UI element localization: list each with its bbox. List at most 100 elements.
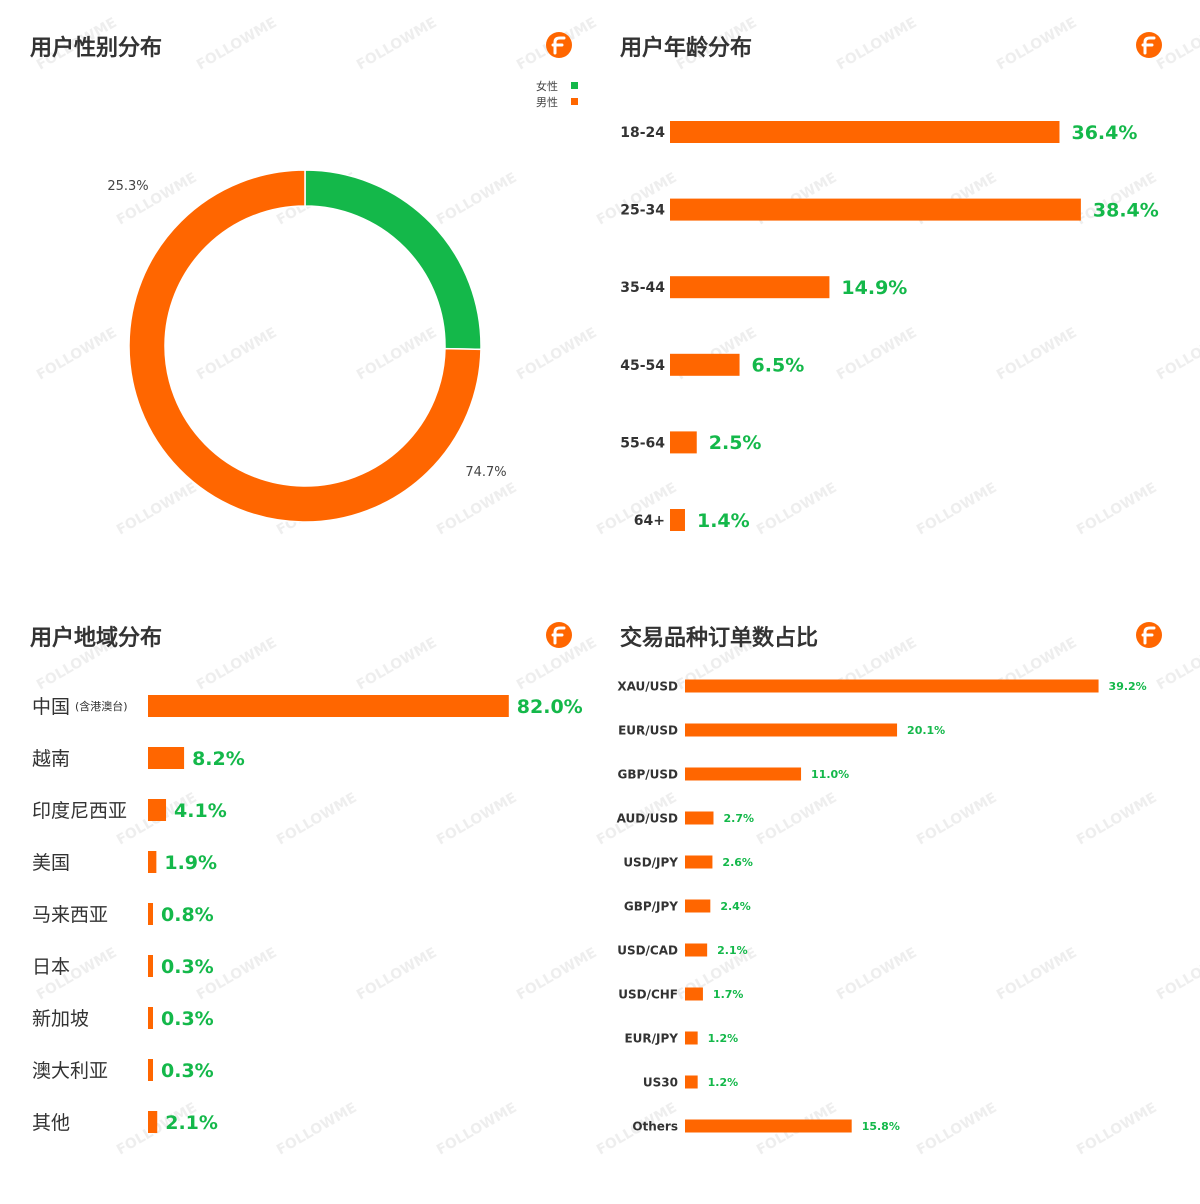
trade-bar-chart: XAU/USD 39.2% EUR/USD 20.1% GBP/USD 11.0% AUD/… [617, 679, 1147, 1133]
value-label: 2.1% [165, 1112, 218, 1134]
value-label: 0.3% [161, 1008, 214, 1030]
bar-2 [670, 276, 830, 299]
donut-slice-male [128, 169, 482, 523]
slice-label-female: 25.3% [107, 179, 148, 194]
bar-8 [148, 1111, 158, 1133]
bar-7 [685, 987, 703, 1001]
category-label: EUR/USD [618, 723, 678, 737]
bar-4 [670, 431, 697, 454]
category-label: Others [632, 1119, 678, 1133]
value-label: 39.2% [1109, 680, 1147, 693]
category-label: 18-24 [620, 125, 665, 141]
bar-1 [148, 747, 185, 769]
gender-chart-title: 用户性别分布 [30, 36, 163, 61]
bar-3 [685, 811, 714, 825]
bar-6 [685, 943, 708, 957]
value-label: 38.4% [1093, 199, 1159, 221]
value-label: 11.0% [811, 768, 849, 781]
bar-0 [685, 679, 1099, 693]
value-label: 1.7% [713, 988, 744, 1001]
followme-logo-icon [1136, 622, 1162, 648]
trade-chart-title: 交易品种订单数占比 [620, 626, 819, 651]
bar-7 [148, 1059, 153, 1081]
legend-swatch-male [571, 98, 578, 105]
bar-6 [148, 1007, 153, 1029]
bar-2 [685, 767, 802, 781]
category-label: 印度尼西亚 [32, 800, 127, 822]
value-label: 0.3% [161, 956, 214, 978]
value-label: 14.9% [841, 277, 907, 299]
value-label: 1.2% [708, 1032, 739, 1045]
bar-3 [148, 851, 157, 873]
value-label: 2.7% [723, 812, 754, 825]
category-label: 美国 [32, 852, 70, 874]
bar-1 [685, 723, 898, 737]
followme-logo-icon [546, 32, 572, 58]
value-label: 2.5% [709, 432, 762, 454]
region-chart-title: 用户地域分布 [30, 626, 163, 651]
category-label: 新加坡 [32, 1008, 89, 1030]
bar-0 [148, 695, 509, 717]
value-label: 2.6% [722, 856, 753, 869]
category-label: 45-54 [620, 358, 665, 374]
value-label: 20.1% [907, 724, 945, 737]
value-label: 0.3% [161, 1060, 214, 1082]
donut-slice-female [304, 169, 482, 351]
age-chart-title: 用户年龄分布 [620, 36, 753, 61]
bar-3 [670, 353, 740, 376]
category-label: 澳大利亚 [32, 1060, 108, 1082]
bar-4 [685, 855, 713, 869]
trade-panel: 交易品种订单数占比 XAU/USD 39.2% EUR/USD 20.1% GBP/US… [590, 590, 1190, 1190]
value-label: 1.9% [164, 852, 217, 874]
category-label: 中国 [32, 696, 70, 718]
region-bar-chart: 中国 (含港澳台) 82.0% 越南 8.2% 印度尼西亚 4.1% 美国 1.9% 马来西亚 0.… [32, 695, 583, 1134]
bar-1 [670, 198, 1081, 221]
category-label: GBP/USD [617, 767, 678, 781]
bar-0 [670, 121, 1060, 143]
value-label: 1.4% [697, 510, 750, 532]
value-label: 6.5% [752, 355, 805, 377]
category-label: 越南 [32, 748, 70, 770]
category-label: 55-64 [620, 435, 665, 451]
bar-10 [685, 1119, 852, 1133]
bar-5 [670, 509, 685, 531]
value-label: 15.8% [862, 1120, 900, 1133]
age-bar-chart: 18-24 36.4% 25-34 38.4% 35-44 14.9% 45-54 6.5% 5… [620, 121, 1159, 532]
category-label: 马来西亚 [32, 904, 108, 926]
followme-logo-icon [546, 622, 572, 648]
category-label: 日本 [32, 956, 70, 978]
category-label: 35-44 [620, 280, 665, 296]
category-label: USD/CHF [618, 987, 678, 1001]
category-label: 64+ [634, 513, 665, 529]
value-label: 0.8% [161, 904, 214, 926]
bar-8 [685, 1031, 698, 1045]
bar-5 [685, 899, 711, 913]
category-label: XAU/USD [617, 679, 678, 693]
legend-swatch-female [571, 82, 578, 89]
category-label: USD/CAD [617, 943, 678, 957]
slice-label-male: 74.7% [465, 465, 506, 480]
gender-panel: 用户性别分布 25.3% 74.7% 女性男性 [0, 0, 600, 600]
category-label: GBP/JPY [624, 899, 678, 913]
category-label: 其他 [32, 1112, 70, 1134]
category-label: EUR/JPY [624, 1031, 678, 1045]
category-label: 25-34 [620, 203, 665, 219]
value-label: 4.1% [174, 800, 227, 822]
category-label: USD/JPY [623, 855, 678, 869]
followme-logo-icon [1136, 32, 1162, 58]
legend-label-female: 女性 [536, 79, 558, 93]
bar-2 [148, 799, 167, 821]
bar-4 [148, 903, 153, 925]
category-note: (含港澳台) [75, 699, 128, 713]
age-panel: 用户年龄分布 18-24 36.4% 25-34 38.4% 35-44 14.9% 45-… [590, 0, 1190, 600]
value-label: 2.1% [717, 944, 748, 957]
value-label: 2.4% [720, 900, 751, 913]
value-label: 8.2% [192, 748, 245, 770]
category-label: US30 [643, 1075, 678, 1089]
legend-label-male: 男性 [536, 95, 558, 109]
bar-5 [148, 955, 153, 977]
bar-9 [685, 1075, 698, 1089]
category-label: AUD/USD [617, 811, 678, 825]
value-label: 36.4% [1071, 122, 1137, 144]
